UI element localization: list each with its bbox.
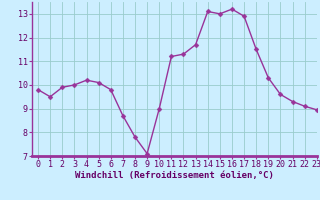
X-axis label: Windchill (Refroidissement éolien,°C): Windchill (Refroidissement éolien,°C): [75, 171, 274, 180]
